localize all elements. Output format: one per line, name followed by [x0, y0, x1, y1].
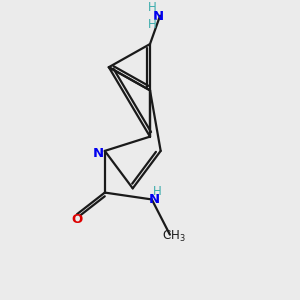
Text: N: N: [93, 147, 104, 160]
Text: O: O: [71, 213, 82, 226]
Text: N: N: [153, 10, 164, 23]
Text: CH$_3$: CH$_3$: [162, 229, 185, 244]
Text: H: H: [147, 1, 156, 14]
Text: H: H: [153, 185, 161, 198]
Text: N: N: [148, 193, 159, 206]
Text: H: H: [147, 18, 156, 31]
